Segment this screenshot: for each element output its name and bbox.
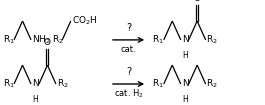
Text: R$_1$: R$_1$ [3,34,15,46]
Text: N: N [182,35,189,44]
Text: cat.: cat. [121,45,136,54]
Text: O: O [44,38,51,47]
Text: ?: ? [126,67,131,77]
Text: R$_1$: R$_1$ [152,34,164,46]
Text: N: N [32,79,39,89]
Text: R$_1$: R$_1$ [152,78,164,90]
Text: R$_2$: R$_2$ [57,78,68,90]
Text: R$_2$: R$_2$ [206,34,218,46]
Text: R$_2$: R$_2$ [206,78,218,90]
Text: H: H [32,95,38,104]
Text: R$_1$: R$_1$ [3,78,15,90]
Text: N: N [182,79,189,89]
Text: CO$_2$H: CO$_2$H [72,15,97,27]
Text: R$_2$: R$_2$ [52,34,63,46]
Text: NH$_2$: NH$_2$ [32,34,50,46]
Text: O: O [194,0,201,3]
Text: H: H [182,51,188,60]
Text: ?: ? [126,23,131,33]
Text: H: H [182,95,188,104]
Text: cat. H$_2$: cat. H$_2$ [114,87,143,100]
